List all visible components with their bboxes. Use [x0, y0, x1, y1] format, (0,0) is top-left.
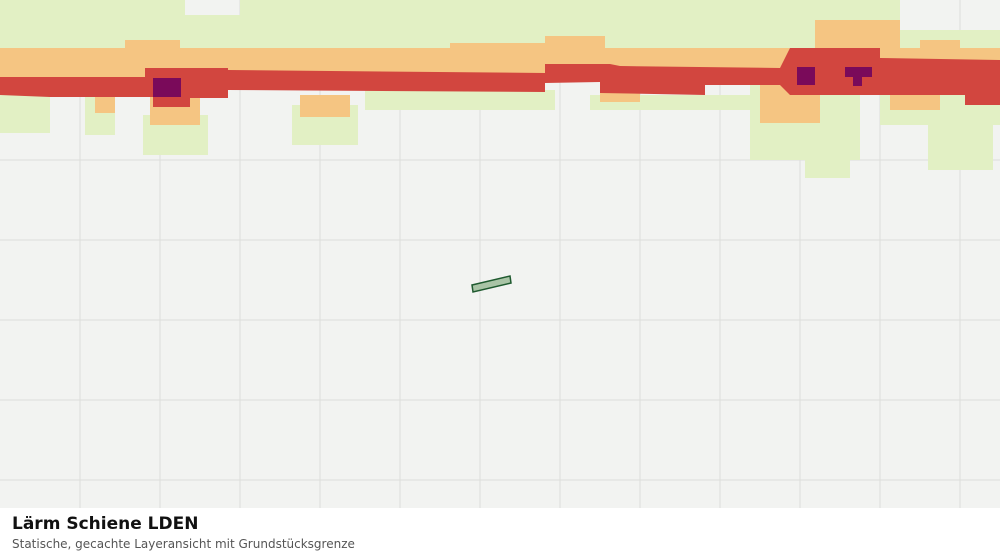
noise-zone-very-high	[153, 67, 872, 97]
caption-subtitle: Statische, gecachte Layeransicht mit Gru…	[12, 537, 355, 551]
caption-background	[0, 508, 1000, 560]
parcel-boundary	[471, 275, 512, 293]
caption-title: Lärm Schiene LDEN	[12, 514, 198, 534]
noise-zone-high	[0, 48, 1000, 107]
